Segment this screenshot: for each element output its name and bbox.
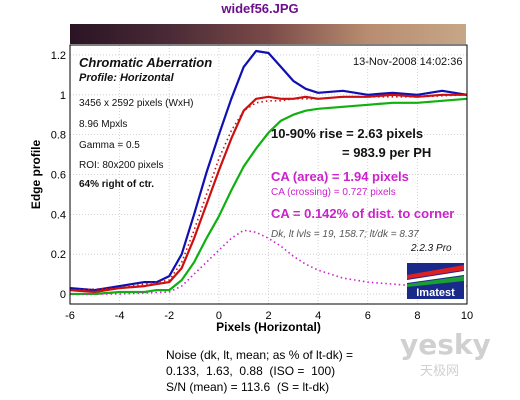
noise-line-3: S/N (mean) = 113.6 (S = lt-dk) [166,380,330,394]
plot-frame [69,44,468,305]
imatest-logo: Imatest [407,263,464,299]
y-tick-label: 0.4 [51,209,66,221]
x-tick-label: 0 [216,310,222,322]
timestamp: 13-Nov-2008 14:02:36 [353,56,463,68]
series-line-2 [70,97,468,296]
watermark-subtext: 天极网 [420,364,460,379]
ca-area-text: CA (area) = 1.94 pixels [271,169,409,184]
y-tick-label: 0.6 [51,170,66,182]
version-text: 2.2.3 Pro [411,243,452,254]
x-tick-label: -2 [164,310,174,322]
x-tick-label: 8 [414,310,420,322]
logo-white-swoosh [407,271,464,283]
series-line-0 [69,49,468,292]
series-group [69,49,468,296]
dk-levels-text: Dk, lt lvls = 19, 158.7; lt/dk = 8.37 [271,229,419,240]
ca-crossing-text: CA (crossing) = 0.727 pixels [271,187,396,198]
y-tick-label: 1.2 [51,50,66,62]
info-line-size: 3456 x 2592 pixels (WxH) [79,98,194,109]
chart-title: Chromatic Aberration [79,55,213,70]
series-line-1 [69,93,467,294]
logo-red-swoosh [407,265,464,279]
file-title: widef56.JPG [221,1,299,16]
rise-text: 10-90% rise = 2.63 pixels [271,126,424,141]
info-line-gamma: Gamma = 0.5 [79,140,140,151]
watermark-logo: yesky [400,328,491,361]
y-tick-label: 0.2 [51,249,66,261]
info-line-mpxls: 8.96 Mpxls [79,119,128,130]
x-tick-label: 10 [461,310,473,322]
x-tick-label: 6 [365,310,371,322]
y-tick-label: 0.8 [51,130,66,142]
logo-green-swoosh [407,276,464,287]
ca-percent-text: CA = 0.142% of dist. to corner [271,206,455,221]
info-line-roi: ROI: 80x200 pixels [79,160,164,171]
series-line-3 [69,94,468,291]
tick-labels: -6 -4 -2 0 2 4 6 8 10 0 0.2 0.4 0.6 0.8 1 1.2 [51,50,473,322]
chart-subtitle: Profile: Horizontal [79,72,174,84]
edge-image-strip [70,24,466,44]
info-line-position: 64% right of ctr. [79,179,155,190]
noise-line-1: Noise (dk, lt, mean; as % of lt-dk) = [166,348,354,362]
x-tick-label: -6 [65,310,75,322]
x-tick-label: 2 [265,310,271,322]
y-axis-label: Edge profile [29,140,43,210]
per-ph-text: = 983.9 per PH [342,145,432,160]
y-tick-label: 0 [60,289,66,301]
x-tick-label: -4 [115,310,125,322]
y-tick-label: 1 [60,90,66,102]
noise-block: Noise (dk, lt, mean; as % of lt-dk) = 0.… [166,347,353,395]
x-axis-label: Pixels (Horizontal) [216,320,321,334]
x-tick-label: 4 [315,310,321,322]
logo-text: Imatest [416,287,455,299]
noise-line-2: 0.133, 1.63, 0.88 (ISO = 100) [166,364,336,378]
